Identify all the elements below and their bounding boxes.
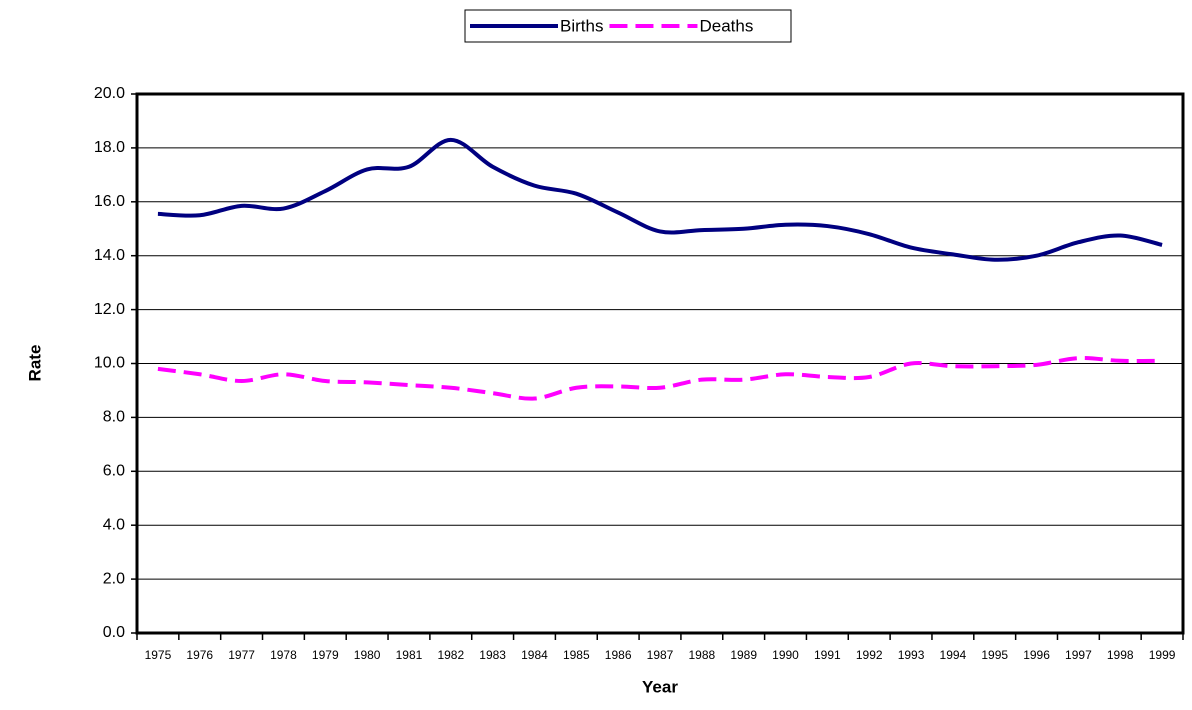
y-tick-label: 8.0 xyxy=(103,409,125,426)
x-tick-label: 1993 xyxy=(898,648,925,662)
legend-label: Deaths xyxy=(699,16,753,35)
y-tick-label: 14.0 xyxy=(94,247,125,264)
x-tick-label: 1994 xyxy=(940,648,967,662)
y-tick-label: 0.0 xyxy=(103,624,125,641)
y-tick-label: 10.0 xyxy=(94,355,125,372)
x-tick-label: 1976 xyxy=(186,648,213,662)
x-tick-label: 1986 xyxy=(605,648,632,662)
y-tick-label: 20.0 xyxy=(94,85,125,102)
x-tick-label: 1975 xyxy=(145,648,172,662)
y-tick-label: 4.0 xyxy=(103,516,125,533)
legend-label: Births xyxy=(560,16,603,35)
y-tick-label: 2.0 xyxy=(103,570,125,587)
x-tick-label: 1985 xyxy=(563,648,590,662)
y-tick-label: 18.0 xyxy=(94,139,125,156)
x-tick-label: 1999 xyxy=(1149,648,1176,662)
x-tick-label: 1982 xyxy=(437,648,464,662)
x-tick-label: 1980 xyxy=(354,648,381,662)
x-tick-label: 1984 xyxy=(521,648,548,662)
x-tick-label: 1992 xyxy=(856,648,883,662)
x-tick-label: 1990 xyxy=(772,648,799,662)
series-line xyxy=(157,356,1163,401)
x-tick-label: 1997 xyxy=(1065,648,1092,662)
x-tick-label: 1987 xyxy=(647,648,674,662)
legend: Births Deaths xyxy=(464,9,792,43)
y-axis-title: Rate xyxy=(25,345,44,382)
x-tick-label: 1988 xyxy=(688,648,715,662)
x-tick-label: 1989 xyxy=(730,648,757,662)
x-axis-title: Year xyxy=(642,677,678,696)
y-tick-label: 12.0 xyxy=(94,301,125,318)
x-tick-label: 1996 xyxy=(1023,648,1050,662)
y-tick-label: 6.0 xyxy=(103,463,125,480)
x-tick-label: 1983 xyxy=(479,648,506,662)
x-tick-label: 1995 xyxy=(981,648,1008,662)
y-tick-label: 16.0 xyxy=(94,193,125,210)
x-tick-label: 1979 xyxy=(312,648,339,662)
x-tick-label: 1981 xyxy=(396,648,423,662)
x-tick-label: 1991 xyxy=(814,648,841,662)
plot-frame xyxy=(135,92,1185,635)
series-line xyxy=(157,137,1163,262)
x-tick-label: 1998 xyxy=(1107,648,1134,662)
x-tick-label: 1977 xyxy=(228,648,255,662)
x-tick-label: 1978 xyxy=(270,648,297,662)
